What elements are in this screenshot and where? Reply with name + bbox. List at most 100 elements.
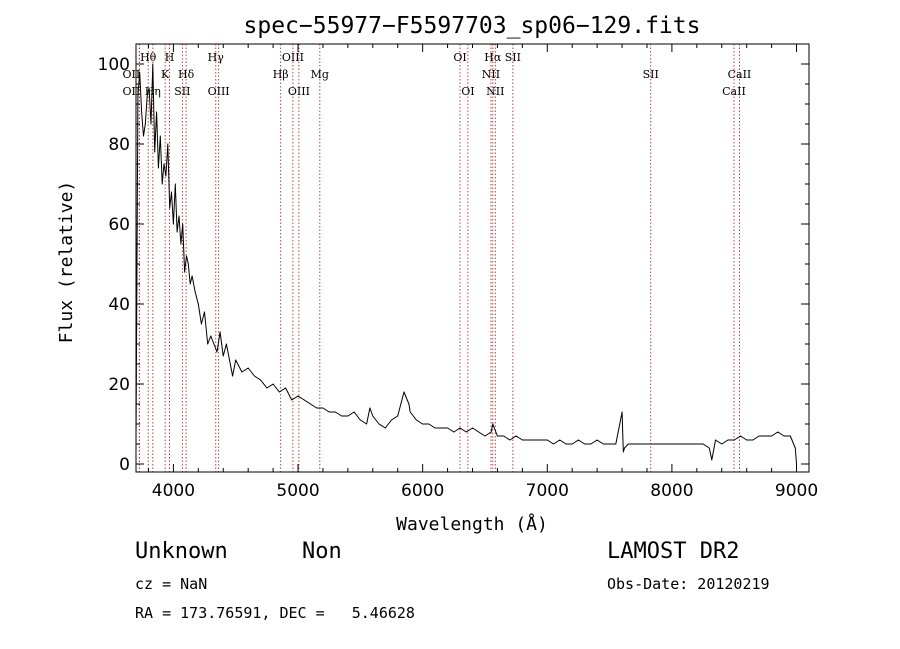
line-label-13: Mg xyxy=(311,68,329,81)
spectrum-point xyxy=(677,443,679,445)
line-label-20: SΙΙ xyxy=(643,68,659,81)
spectrum-point xyxy=(207,343,209,345)
spectrum-point xyxy=(640,443,642,445)
spectrum-point xyxy=(241,371,243,373)
spectrum-point xyxy=(624,447,625,449)
spectrum-point xyxy=(156,111,157,113)
spectrum-point xyxy=(150,123,152,125)
spectrum-point xyxy=(758,435,760,437)
spectrum-point xyxy=(571,443,573,445)
spectrum-point xyxy=(683,443,685,445)
spectrum-point xyxy=(515,435,517,437)
spectrum-point xyxy=(565,443,567,445)
spectrum-point xyxy=(152,63,154,65)
line-label-4: K xyxy=(161,68,170,81)
spectrum-point xyxy=(534,439,536,441)
spectrum-point xyxy=(409,411,411,413)
spectrum-point xyxy=(634,443,635,445)
spectrum-point xyxy=(578,439,579,441)
coordinates: RA = 173.76591, DEC = 5.46628 xyxy=(135,604,415,622)
spectrum-point xyxy=(397,415,399,417)
line-label-11: OΙΙΙ xyxy=(282,51,304,64)
line-label-12: OΙΙΙ xyxy=(288,85,310,98)
line-label-14: OΙ xyxy=(453,51,466,64)
spectrum-point xyxy=(260,379,262,381)
spectrum-point xyxy=(353,411,355,413)
spectrum-point xyxy=(622,451,624,453)
spectrum-point xyxy=(408,403,410,405)
spectrum-point xyxy=(291,399,293,401)
spectrum-point xyxy=(141,111,143,113)
spectrum-point xyxy=(621,411,623,413)
spectrum-point xyxy=(391,419,392,421)
spectrum-point xyxy=(213,343,215,345)
spectrum-point xyxy=(172,223,174,225)
spectrum-point xyxy=(789,435,791,437)
line-label-22: CaΙΙ xyxy=(722,85,746,98)
plot-frame xyxy=(135,43,810,473)
spectrum-point xyxy=(159,135,161,137)
spectrum-point xyxy=(490,431,492,433)
spectrum-point xyxy=(158,167,159,169)
y-tick-label: 20 xyxy=(108,375,130,395)
spectrum-point xyxy=(359,419,361,421)
spectrum-point xyxy=(322,407,324,409)
spectrum-point xyxy=(310,403,311,405)
spectrum-point xyxy=(422,423,424,425)
spectrum-point xyxy=(465,431,467,433)
object-subclass: Non xyxy=(302,539,342,564)
spectrum-point xyxy=(154,151,156,153)
spectrum-point xyxy=(225,343,227,345)
spectrum-point xyxy=(369,407,371,409)
spectrum-point xyxy=(615,443,617,445)
chart-title: spec−55977−F5597703_sp06−129.fits xyxy=(244,13,701,39)
spectrum-point xyxy=(472,427,473,429)
spectrum-point xyxy=(727,439,729,441)
spectrum-point xyxy=(484,435,486,437)
spectrum-point xyxy=(459,427,461,429)
spectrum-point xyxy=(341,415,343,417)
spectrum-point xyxy=(229,359,230,361)
line-label-21: CaΙΙ xyxy=(728,68,752,81)
spectrum-point xyxy=(328,411,330,413)
y-axis-label: Flux (relative) xyxy=(56,181,77,344)
spectrum-point xyxy=(690,443,692,445)
x-tick-label: 4000 xyxy=(152,481,195,501)
line-label-17: NΙΙ xyxy=(482,68,500,81)
spectrum-point xyxy=(189,283,191,285)
line-label-16: Hα xyxy=(484,51,502,64)
spectrum-point xyxy=(222,355,224,357)
spectrum-point xyxy=(366,423,367,425)
spectrum-point xyxy=(384,427,386,429)
spectrum-point xyxy=(204,311,205,313)
spectrum-point xyxy=(372,415,374,417)
spectrum-point xyxy=(497,435,498,437)
x-tick-label: 7000 xyxy=(526,481,569,501)
spectrum-point xyxy=(752,439,754,441)
y-tick-label: 40 xyxy=(108,295,130,315)
spectrum-point xyxy=(137,95,139,97)
spectrum-point xyxy=(253,375,255,377)
spectrum-point xyxy=(139,71,141,73)
spectrum-point xyxy=(184,271,186,273)
spectrum-point xyxy=(171,191,172,193)
spectrum-point xyxy=(777,431,779,433)
y-tick-label: 80 xyxy=(108,135,130,155)
spectrum-point xyxy=(609,443,610,445)
spectrum-point xyxy=(143,135,144,137)
spectrum-point xyxy=(378,423,380,425)
survey-name: LAMOST DR2 xyxy=(607,539,740,564)
spectrum-point xyxy=(764,435,766,437)
spectrum-point xyxy=(180,243,182,245)
spectrum-point xyxy=(191,275,193,277)
axis-ticks-layer: 4000 5000 6000 7000 8000 9000 0 20 40 60 80 100 xyxy=(98,44,818,501)
line-label-10: Hβ xyxy=(273,68,289,81)
spectrum-point xyxy=(174,183,176,185)
spectrum-point xyxy=(783,435,785,437)
spectrum-point xyxy=(146,95,148,97)
x-tick-label: 8000 xyxy=(650,481,693,501)
x-tick-label: 6000 xyxy=(401,481,444,501)
y-tick-label: 0 xyxy=(119,455,130,475)
spectrum-point xyxy=(646,443,648,445)
